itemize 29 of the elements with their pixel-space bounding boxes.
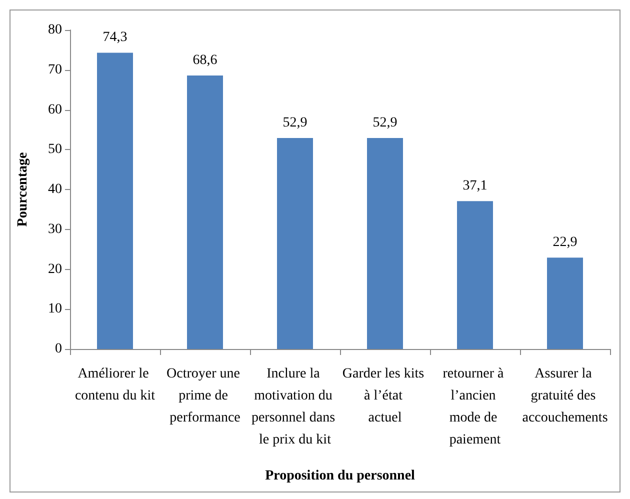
data-label: 74,3 xyxy=(102,30,128,46)
x-tick-label: Améliorer le contenu du kit xyxy=(74,366,156,404)
data-label: 37,1 xyxy=(462,178,488,194)
x-tick-label: Assurer la gratuité des accouchements xyxy=(522,366,608,426)
y-tick-label: 80 xyxy=(48,22,62,38)
data-label: 68,6 xyxy=(192,52,218,68)
y-tick-label: 70 xyxy=(48,62,62,78)
y-tick-label: 0 xyxy=(55,342,62,356)
bar xyxy=(277,138,313,349)
x-tick-label: Garder les kits à l’état actuel xyxy=(342,366,428,426)
y-tick-label: 60 xyxy=(48,102,62,118)
bar xyxy=(187,75,223,349)
bar xyxy=(367,138,403,349)
x-tick-label: Inclure la motivation du personnel dans le prix du kit xyxy=(251,366,339,448)
y-axis-title: Pourcentage xyxy=(16,152,30,227)
data-label: 22,9 xyxy=(552,235,578,250)
x-tick-label: retourner à l’ancien mode de paiement xyxy=(442,366,508,448)
x-tick-label: Octroyer une prime de performance xyxy=(166,366,244,426)
y-tick-label: 20 xyxy=(48,262,62,277)
data-label: 52,9 xyxy=(282,116,308,131)
y-tick-label: 10 xyxy=(48,302,62,317)
data-label: 52,9 xyxy=(372,116,398,131)
y-tick-label: 30 xyxy=(48,222,62,237)
bar xyxy=(97,52,133,349)
y-tick-label: 40 xyxy=(48,182,62,197)
bar xyxy=(547,258,583,349)
bar xyxy=(457,201,493,349)
y-tick-label: 50 xyxy=(48,142,62,158)
x-axis-title: Proposition du personnel xyxy=(265,468,416,484)
